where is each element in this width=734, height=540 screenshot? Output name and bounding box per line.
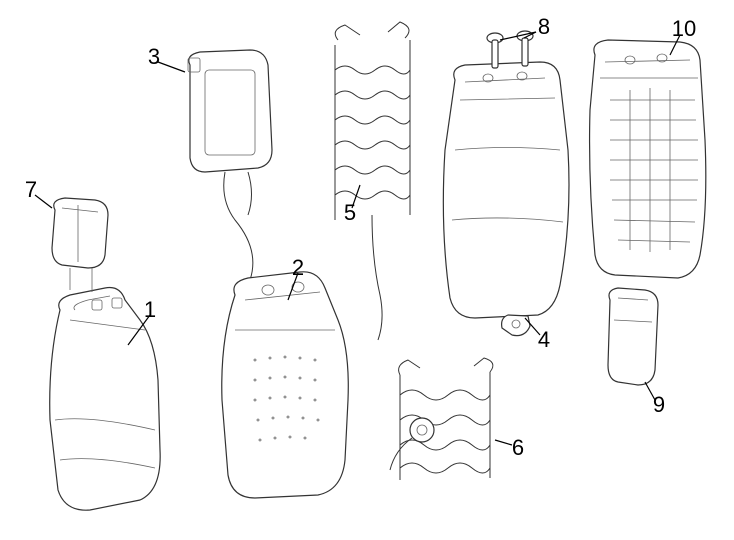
callout-5: 5 xyxy=(344,200,356,225)
part-seat-back-panel xyxy=(590,40,706,278)
callout-1: 1 xyxy=(144,297,156,322)
callout-7: 7 xyxy=(25,177,37,202)
part-lumbar-support-grid xyxy=(335,22,410,340)
callout-8: 8 xyxy=(538,14,550,39)
part-headrest xyxy=(52,198,108,292)
callout-4: 4 xyxy=(538,327,550,352)
parts-diagram: 1 2 3 4 5 6 7 8 9 10 xyxy=(0,0,734,540)
callout-10: 10 xyxy=(672,16,696,41)
part-lower-spring-support xyxy=(390,358,493,480)
callout-9: 9 xyxy=(653,392,665,417)
part-heater-mat xyxy=(188,50,272,280)
callout-3: 3 xyxy=(148,44,160,69)
part-seat-back-cushion xyxy=(222,272,349,498)
part-seat-back-frame xyxy=(443,62,569,336)
part-armrest-bolster xyxy=(608,288,658,385)
callout-6: 6 xyxy=(512,435,524,460)
callout-2: 2 xyxy=(292,255,304,280)
